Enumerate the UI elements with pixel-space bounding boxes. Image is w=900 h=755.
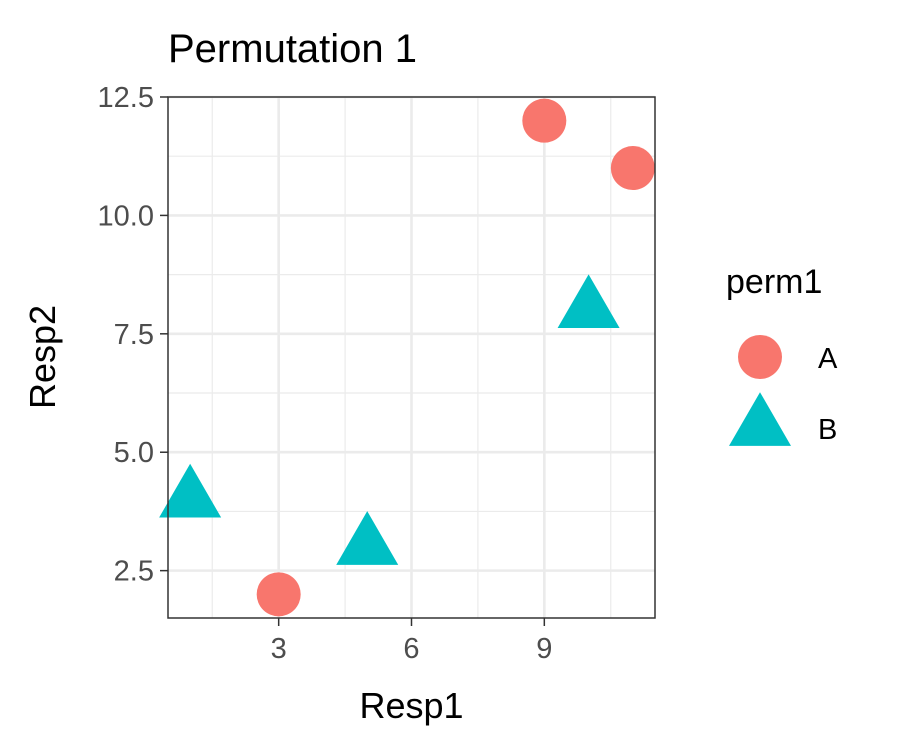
point-a	[256, 572, 301, 617]
legend-key-b	[729, 392, 791, 446]
legend-label-b: B	[818, 414, 837, 446]
y-tick-label: 2.5	[114, 556, 154, 588]
y-axis: 2.5 5.0 7.5 10.0 12.5	[98, 82, 168, 588]
x-tick-label: 6	[403, 633, 419, 665]
point-b	[159, 463, 222, 518]
legend: perm1 A B	[726, 263, 838, 446]
legend-label-a: A	[818, 343, 838, 375]
point-a	[610, 146, 655, 191]
chart-title: Permutation 1	[168, 27, 417, 71]
y-tick-label: 5.0	[114, 437, 154, 469]
x-tick-label: 3	[271, 633, 287, 665]
y-tick-label: 7.5	[114, 319, 154, 351]
data-points	[159, 98, 655, 617]
point-a	[522, 98, 567, 143]
legend-title: perm1	[726, 263, 822, 301]
point-b	[336, 511, 399, 565]
x-axis: 3 6 9	[271, 618, 552, 665]
point-b	[557, 274, 620, 329]
x-axis-label: Resp1	[359, 685, 463, 726]
y-tick-label: 12.5	[98, 82, 154, 114]
y-axis-label: Resp2	[22, 305, 63, 409]
legend-key-a	[738, 335, 782, 379]
x-tick-label: 9	[536, 633, 552, 665]
y-tick-label: 10.0	[98, 200, 154, 232]
